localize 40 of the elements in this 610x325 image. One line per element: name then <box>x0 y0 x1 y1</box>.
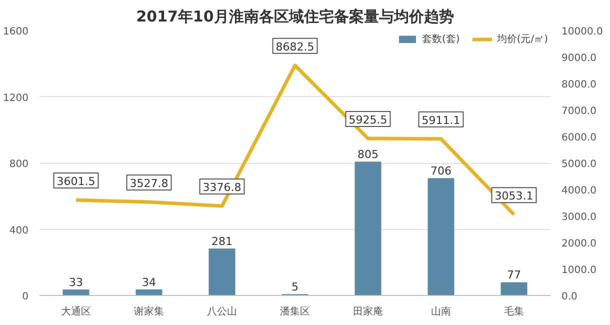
x-tick-label: 八公山 <box>207 306 237 318</box>
data-label: 8682.5 <box>276 40 314 54</box>
x-tick-label: 田家庵 <box>353 306 383 318</box>
y2-tick-label: 10000.0 <box>562 26 603 38</box>
legend-label: 套数(套) <box>422 33 460 46</box>
data-label: 3053.1 <box>494 190 534 203</box>
data-label: 3527.8 <box>130 177 168 190</box>
y2-tick-label: 6000.0 <box>562 132 596 144</box>
data-label: 3376.8 <box>202 181 242 194</box>
data-label: 3601.5 <box>56 175 96 188</box>
y2-tick-label: 7000.0 <box>562 106 596 117</box>
y-tick-label: 800 <box>9 159 29 170</box>
x-tick-label: 潘集区 <box>280 306 310 318</box>
y-tick-label: 0 <box>22 292 29 302</box>
data-label: 77 <box>507 268 521 282</box>
x-tick-label: 山南 <box>431 306 451 318</box>
y2-tick-label: 3000.0 <box>562 212 596 223</box>
data-label: 281 <box>212 234 232 248</box>
data-label: 34 <box>142 276 156 289</box>
chart-title: 2017年10月淮南各区域住宅备案量与均价趋势 <box>136 8 454 26</box>
data-label: 33 <box>69 276 83 290</box>
data-label: 5 <box>292 280 298 294</box>
data-label: 805 <box>358 148 378 162</box>
data-label: 706 <box>430 164 452 178</box>
y2-tick-label: 2000.0 <box>562 238 596 250</box>
y-tick-label: 1600 <box>3 26 29 38</box>
x-tick-label: 谢家集 <box>134 306 164 318</box>
data-label: 5911.1 <box>422 114 460 127</box>
y2-tick-label: 9000.0 <box>562 53 596 64</box>
legend-label: 均价(元/㎡) <box>496 33 548 46</box>
y2-tick-label: 5000.0 <box>562 159 596 170</box>
data-label: 5925.5 <box>348 113 388 126</box>
y-tick-label: 400 <box>9 225 29 236</box>
y2-tick-label: 8000.0 <box>562 80 596 90</box>
y2-tick-label: 1000.0 <box>562 265 596 276</box>
y2-tick-label: 0.0 <box>562 292 578 302</box>
x-tick-label: 毛集 <box>504 306 524 318</box>
y-tick-label: 1200 <box>3 92 29 104</box>
x-tick-label: 大通区 <box>61 306 91 318</box>
y2-tick-label: 4000.0 <box>562 186 596 196</box>
